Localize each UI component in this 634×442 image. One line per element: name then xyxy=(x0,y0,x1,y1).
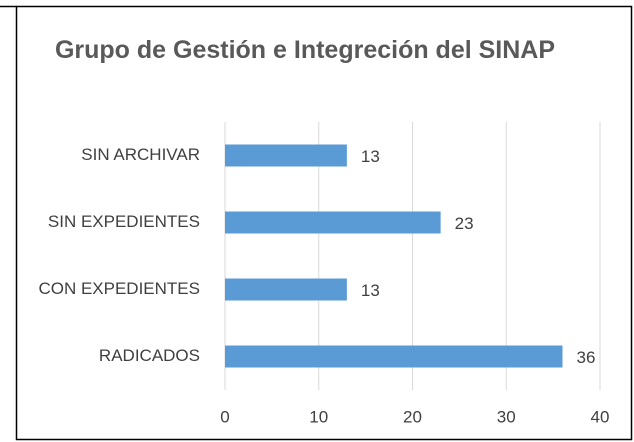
x-tick-label: 10 xyxy=(309,407,328,426)
y-tick-label: CON EXPEDIENTES xyxy=(38,279,200,298)
data-label: 36 xyxy=(577,348,596,367)
data-label: 23 xyxy=(455,214,474,233)
bar xyxy=(225,144,347,167)
data-label: 13 xyxy=(361,281,380,300)
frame xyxy=(15,5,633,441)
data-label: 13 xyxy=(361,147,380,166)
y-tick-label: RADICADOS xyxy=(99,346,200,365)
bar xyxy=(225,211,441,234)
bar xyxy=(225,278,347,301)
x-tick-label: 0 xyxy=(220,407,229,426)
x-tick-label: 40 xyxy=(591,407,610,426)
y-tick-label: SIN ARCHIVAR xyxy=(81,145,200,164)
x-tick-label: 20 xyxy=(403,407,422,426)
bar xyxy=(225,345,563,368)
x-tick-label: 30 xyxy=(497,407,516,426)
y-tick-label: SIN EXPEDIENTES xyxy=(48,212,200,231)
chart-title: Grupo de Gestión e Integreción del SINAP xyxy=(54,36,556,64)
